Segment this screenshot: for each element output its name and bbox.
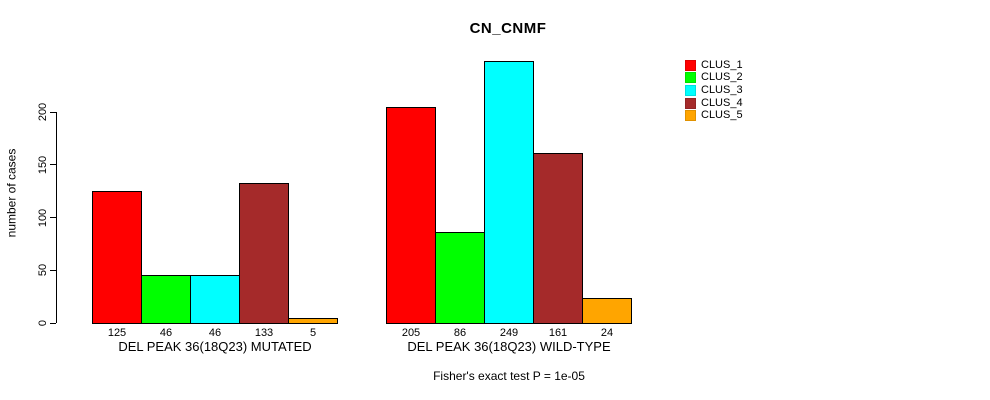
y-tick-label: 0 — [33, 302, 53, 344]
y-tick-label-text: 50 — [37, 264, 49, 277]
y-tick-label-text: 200 — [36, 103, 49, 122]
legend-swatch-clus_2 — [685, 72, 696, 84]
bar-clus_4-group1 — [239, 183, 289, 324]
bar-clus_2-group1 — [141, 275, 191, 324]
y-tick-mark — [50, 322, 56, 324]
y-tick-mark — [50, 164, 56, 166]
bar-value-label: 5 — [309, 327, 317, 339]
legend-label: CLUS_3 — [701, 83, 743, 96]
bar-clus_1-group2 — [386, 107, 436, 324]
bar-clus_3-group2 — [484, 61, 534, 324]
y-axis-title: number of cases — [4, 148, 18, 238]
y-tick-label-text: 100 — [36, 208, 49, 227]
y-tick-label: 50 — [33, 249, 53, 291]
legend-row: CLUS_4 — [685, 97, 743, 110]
bar-value-label: 86 — [453, 327, 467, 339]
bar-value-label: 46 — [208, 327, 222, 339]
y-axis-line — [56, 112, 57, 323]
bar-value-label: 46 — [159, 327, 173, 339]
legend-row: CLUS_1 — [685, 59, 743, 72]
bar-clus_2-group2 — [435, 232, 485, 324]
bar-value-label: 249 — [499, 327, 519, 339]
bar-value-label: 24 — [600, 327, 614, 339]
legend-swatch-clus_1 — [685, 59, 696, 71]
legend-row: CLUS_5 — [685, 109, 743, 122]
chart-title: CN_CNMF — [469, 20, 547, 37]
legend: CLUS_1 CLUS_2 CLUS_3 CLUS_4 CLUS_5 — [685, 59, 743, 122]
y-tick-mark — [50, 269, 56, 271]
y-tick-label-text: 150 — [36, 155, 49, 175]
legend-row: CLUS_3 — [685, 84, 743, 97]
bar-value-label: 205 — [401, 327, 421, 339]
bar-value-label: 161 — [548, 327, 568, 339]
y-tick-label-text: 0 — [37, 319, 49, 327]
legend-label: CLUS_1 — [701, 58, 743, 71]
legend-swatch-clus_4 — [685, 97, 696, 109]
legend-label: CLUS_2 — [701, 71, 743, 84]
bar-clus_5-group2 — [582, 298, 632, 324]
group-label: DEL PEAK 36(18Q23) WILD-TYPE — [407, 339, 611, 354]
annotation-text: Fisher's exact test P = 1e-05 — [433, 369, 585, 383]
bar-value-label: 125 — [107, 327, 127, 339]
y-tick-mark — [50, 111, 56, 113]
bar-clus_5-group1 — [288, 318, 338, 324]
y-tick-label: 150 — [33, 144, 53, 186]
bar-clus_1-group1 — [92, 191, 142, 324]
legend-label: CLUS_5 — [701, 109, 743, 122]
bar-clus_4-group2 — [533, 153, 583, 324]
bar-value-label: 133 — [254, 327, 274, 339]
bar-clus_3-group1 — [190, 275, 240, 324]
y-tick-mark — [50, 217, 56, 219]
legend-swatch-clus_5 — [685, 110, 696, 122]
legend-swatch-clus_3 — [685, 84, 696, 96]
legend-row: CLUS_2 — [685, 72, 743, 85]
legend-label: CLUS_4 — [701, 96, 743, 109]
y-axis-title-wrap: number of cases — [1, 103, 21, 283]
y-tick-label: 100 — [33, 197, 53, 239]
y-tick-label: 200 — [33, 91, 53, 133]
group-label: DEL PEAK 36(18Q23) MUTATED — [118, 339, 312, 354]
